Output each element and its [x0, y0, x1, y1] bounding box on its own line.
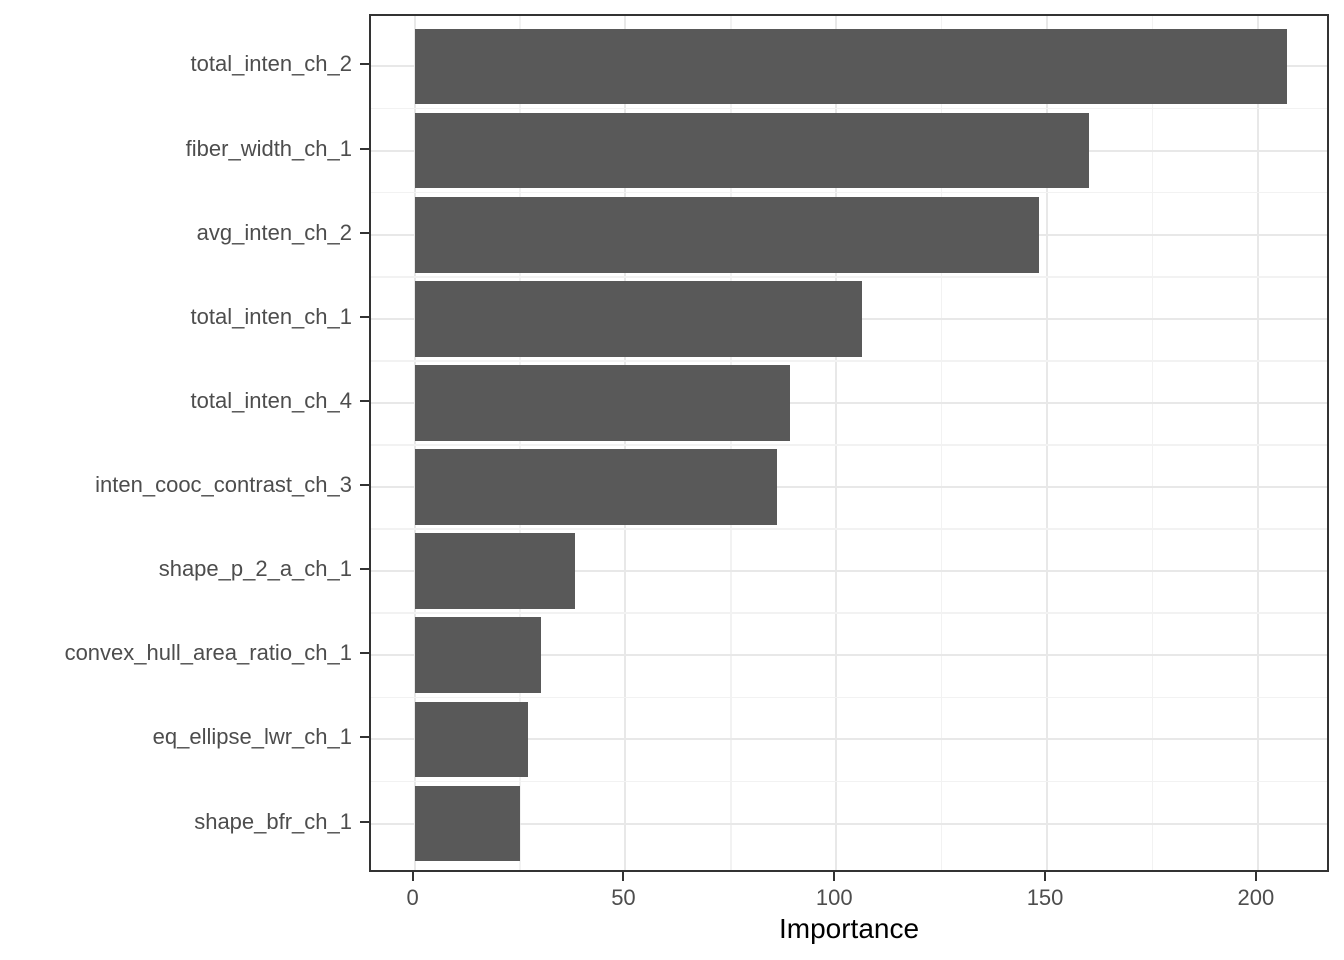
y-axis-label: avg_inten_ch_2	[196, 219, 352, 245]
y-tick	[360, 568, 369, 571]
importance-bar	[414, 365, 790, 441]
importance-bar	[414, 701, 529, 778]
y-axis-label: convex_hull_area_ratio_ch_1	[64, 640, 352, 666]
grid-minor-line	[371, 360, 1327, 362]
grid-major-line	[371, 738, 1327, 741]
x-axis-tick-label: 100	[815, 885, 853, 910]
importance-bar	[414, 449, 778, 525]
x-axis-tick-label: 50	[611, 885, 636, 910]
y-tick	[360, 315, 369, 318]
grid-minor-line	[940, 16, 943, 870]
grid-minor-line	[371, 528, 1327, 530]
x-tick	[411, 872, 414, 881]
grid-minor-line	[371, 444, 1327, 446]
importance-bar	[414, 196, 1039, 273]
grid-minor-line	[371, 780, 1327, 783]
grid-minor-line	[519, 16, 521, 870]
grid-major-line	[371, 486, 1327, 489]
importance-bar	[414, 28, 1288, 105]
grid-major-line	[1256, 16, 1259, 870]
importance-bar	[414, 533, 575, 610]
grid-minor-line	[371, 696, 1327, 699]
x-tick	[1254, 872, 1257, 881]
importance-bar	[414, 280, 862, 357]
y-tick	[360, 820, 369, 823]
y-tick	[360, 484, 369, 487]
y-tick	[360, 63, 369, 66]
grid-minor-line	[371, 276, 1327, 278]
importance-bar	[414, 785, 521, 862]
grid-major-line	[371, 401, 1327, 404]
plot-panel	[369, 14, 1329, 872]
x-axis-title: Importance	[778, 913, 920, 944]
grid-minor-line	[1151, 16, 1154, 870]
x-axis-tick-label: 150	[1026, 885, 1064, 910]
y-axis-label: total_inten_ch_2	[190, 51, 352, 77]
grid-major-line	[371, 654, 1327, 657]
y-axis-label: shape_p_2_a_ch_1	[158, 556, 352, 582]
y-axis-label: total_inten_ch_4	[190, 387, 352, 413]
importance-bar	[414, 112, 1090, 189]
grid-minor-line	[371, 191, 1327, 194]
x-tick	[1044, 872, 1047, 881]
y-tick	[360, 736, 369, 739]
x-axis-tick-label: 0	[406, 885, 419, 910]
y-axis-label: total_inten_ch_1	[190, 303, 352, 329]
y-axis-label: eq_ellipse_lwr_ch_1	[152, 724, 352, 750]
x-tick	[833, 872, 836, 881]
y-tick	[360, 147, 369, 150]
grid-major-line	[1046, 16, 1049, 870]
grid-major-line	[624, 16, 627, 870]
grid-major-line	[413, 16, 416, 870]
y-axis-label: shape_bfr_ch_1	[194, 808, 352, 834]
grid-major-line	[371, 570, 1327, 573]
y-axis-label: fiber_width_ch_1	[185, 135, 352, 161]
grid-minor-line	[371, 612, 1327, 614]
grid-minor-line	[730, 16, 732, 870]
y-axis-label: inten_cooc_contrast_ch_3	[95, 472, 352, 498]
y-tick	[360, 399, 369, 402]
grid-major-line	[371, 822, 1327, 825]
x-axis-tick-label: 200	[1237, 885, 1275, 910]
y-tick	[360, 652, 369, 655]
grid-major-line	[835, 16, 838, 870]
x-tick	[622, 872, 625, 881]
importance-bar	[414, 617, 542, 694]
y-tick	[360, 231, 369, 234]
grid-minor-line	[371, 107, 1327, 110]
